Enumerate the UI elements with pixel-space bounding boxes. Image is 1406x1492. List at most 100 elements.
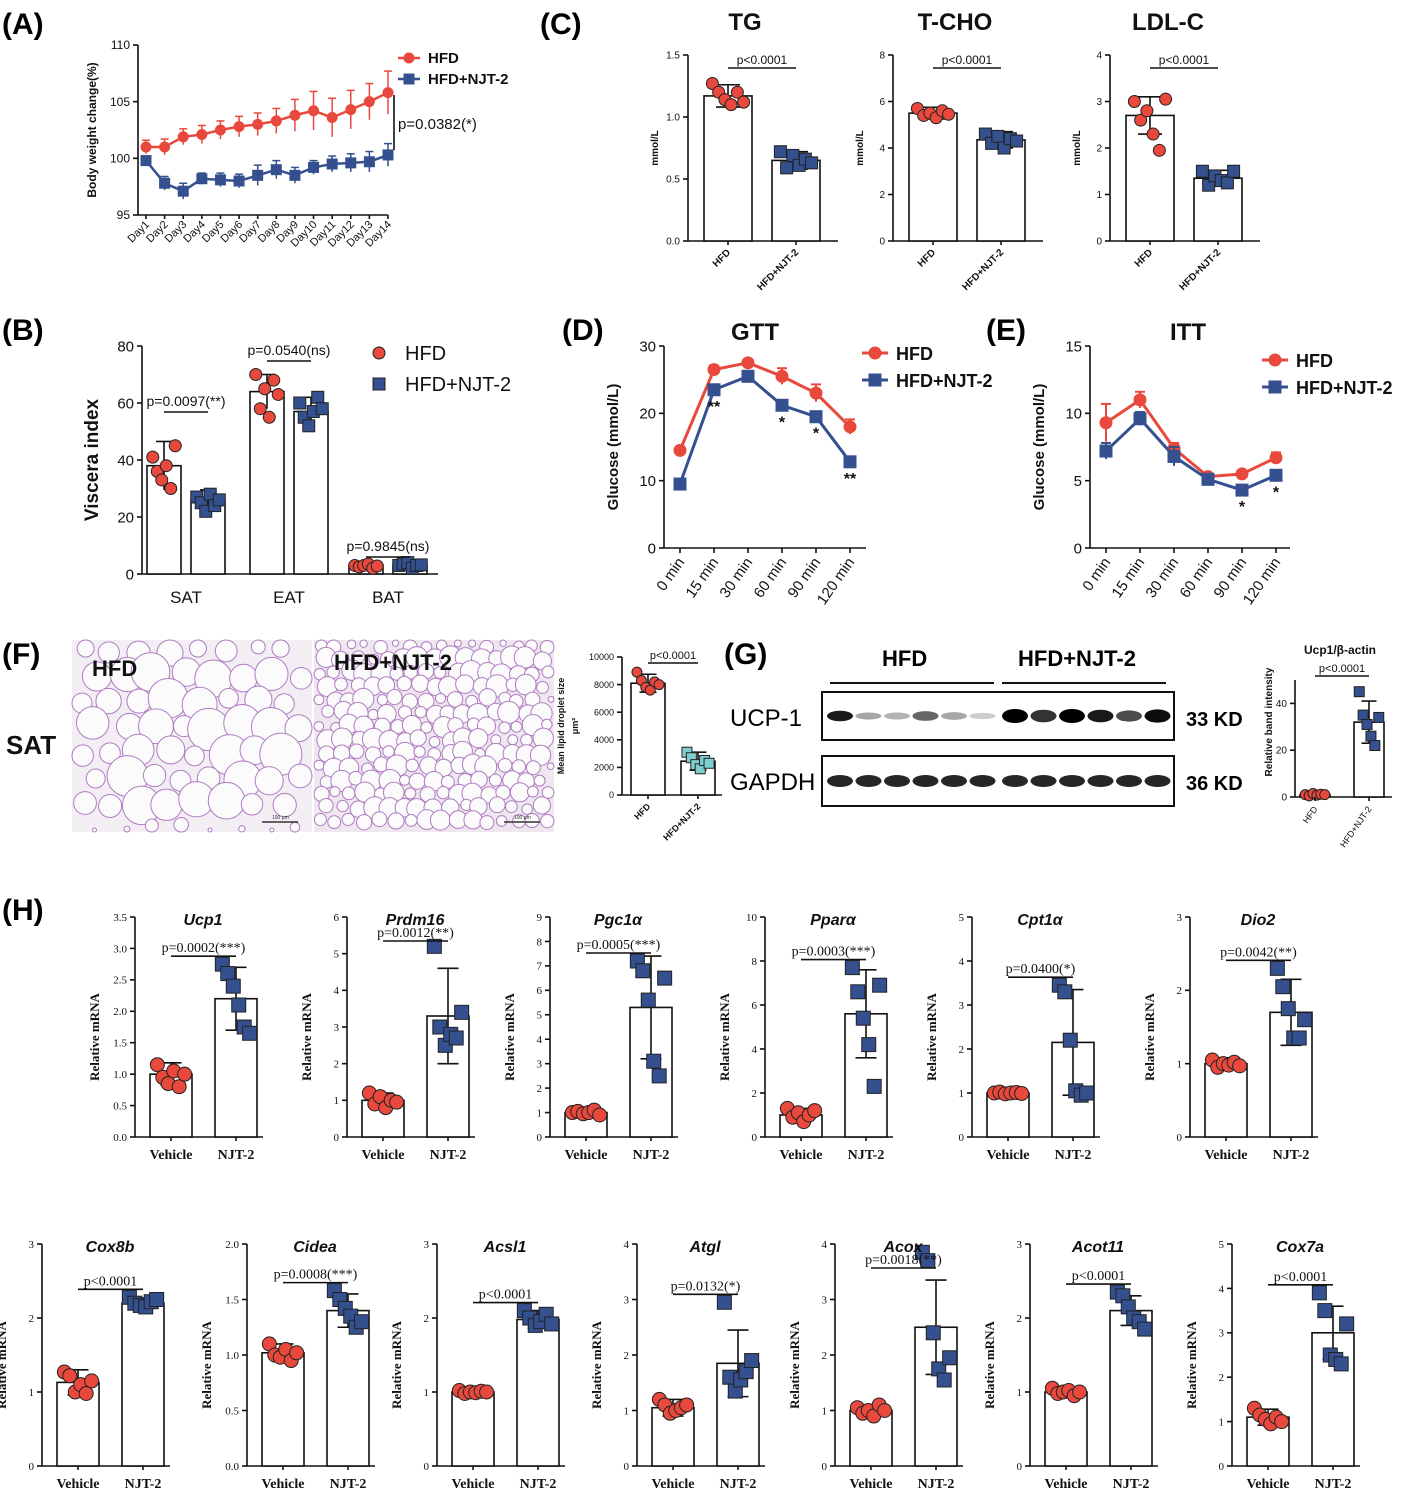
adipocyte-cells-hfd-24 [75,706,110,740]
adipocyte-cells-hfd-31 [284,714,313,743]
band-ucp1-9 [1087,709,1114,723]
band-ucp1-10 [1116,710,1142,722]
y-tick-label-e-0: 0 [1074,540,1082,557]
adipocyte-cells-hfd-4 [188,639,207,658]
x-tick-label-h10-0: Vehicle [849,1477,892,1492]
adipocyte-cells-njt-116 [428,735,441,748]
band-gapdh-3 [912,775,939,787]
legend-marker-b-0 [372,346,386,360]
chart-title-e: ITT [1170,319,1206,346]
p-value-h1: p=0.0012(**) [377,926,454,941]
data-point-h12-1-1 [1317,1303,1333,1319]
p-value-h2: p=0.0005(***) [577,938,661,953]
band-gapdh-8 [1059,775,1085,787]
adipocyte-cells-njt-199 [521,803,533,815]
p-value-a: p=0.0382(*) [398,116,477,133]
data-point-a-1-11 [345,157,357,169]
legend-label-a-0: HFD [428,50,459,67]
bar-h7-1 [326,1309,370,1467]
adipocyte-cells-njt-166 [488,773,502,787]
y-axis-label-c3: mmol/L [1072,130,1083,166]
scale-bar-label-2: 100 μm [514,815,531,821]
data-point-b-1-1-5 [315,402,329,416]
band-gapdh-5 [969,775,996,787]
y-tick-label-c2-1: 2 [879,190,885,201]
data-point-h11-0-5 [1072,1384,1088,1400]
adipocyte-cells-njt-145 [405,758,419,773]
y-tick-label-h9-3: 3 [624,1294,630,1306]
y-tick-label-h11-3: 3 [1017,1239,1023,1251]
adipocyte-cells-njt-171 [329,786,341,798]
chart-title-g: Ucp1/β-actin [1304,643,1376,657]
data-point-h4-1-2 [1062,1032,1078,1048]
y-tick-label-h0-3: 1.5 [113,1038,127,1050]
series-line-d-0 [678,361,852,451]
adipocyte-cells-hfd-60 [207,827,213,833]
adipocyte-cells-njt-160 [399,774,411,786]
adipocytes-njt2 [313,639,555,831]
adipocyte-cells-hfd-61 [238,825,246,833]
band-ucp1-5 [969,712,996,720]
adipocyte-cells-njt-212 [479,815,495,831]
y-axis-label-h12: Relative mRNA [1184,1321,1199,1409]
p-value-h12: p<0.0001 [1274,1270,1327,1285]
data-point-b-1-0-1 [253,402,267,416]
tissue-label-sat: SAT [6,730,56,760]
adipocyte-cells-njt-29 [513,646,537,669]
y-tick-label-c1-0: 0.0 [666,237,680,248]
y-tick-label-h4-1: 1 [959,1088,965,1100]
y-tick-label-h12-3: 3 [1219,1328,1225,1340]
data-point-a-1-13 [382,149,394,161]
adipocyte-cells-njt-67 [386,689,403,706]
bar-h8-1 [516,1318,560,1467]
x-tick-label-h10-1: NJT-2 [918,1477,955,1492]
band-ucp1-8 [1059,709,1085,723]
data-point-e-0-4 [1235,467,1249,481]
data-point-h1-1-5 [454,1004,470,1020]
legend-marker-e-1 [1268,380,1282,394]
data-point-g-1-0 [1353,686,1365,698]
bar-h11-0 [1044,1391,1088,1467]
y-axis-label-b: Viscera index [82,398,103,521]
adipocyte-cells-njt-216 [540,813,555,829]
legend-label-d-0: HFD [896,344,933,364]
p-value-h9: p=0.0132(*) [671,1279,741,1294]
adipocyte-cells-njt-130 [413,745,426,758]
x-tick-label-h7-0: Vehicle [261,1477,304,1492]
data-point-d-0-1 [707,363,721,377]
adipocyte-cells-njt-4 [373,639,388,655]
adipocyte-cells-njt-126 [348,743,365,760]
p-value-g: p<0.0001 [1319,663,1365,675]
y-tick-label-h8-0: 0 [424,1461,430,1473]
legend-marker-a-0 [403,52,415,64]
p-value-h0: p=0.0002(***) [162,941,246,956]
data-point-c3-1-4 [1220,176,1234,190]
x-tick-label-h4-1: NJT-2 [1055,1148,1092,1163]
adipocyte-cells-hfd-36 [184,745,205,767]
adipocyte-cells-njt-153 [525,760,541,776]
data-point-c3-0-0 [1127,95,1141,108]
gene-title-h2: Pgc1α [594,912,643,929]
data-point-b-1-1-2 [302,419,316,433]
y-tick-label-h11-2: 2 [1017,1313,1023,1325]
x-tick-label-b-1: EAT [273,588,305,607]
adipocyte-cells-hfd-46 [254,766,284,796]
data-point-c3-0-3 [1146,127,1160,141]
y-tick-label-h9-0: 0 [624,1461,630,1473]
micrograph-label-hfd-njt2: HFD+NJT-2 [334,650,452,675]
p-value-h6: p<0.0001 [84,1274,137,1289]
y-tick-label-h12-4: 4 [1219,1283,1225,1295]
y-axis-label-h7: Relative mRNA [199,1321,214,1409]
data-point-d-0-2 [741,356,755,370]
data-point-a-0-7 [270,115,282,127]
data-point-a-0-9 [308,105,320,117]
adipocyte-cells-njt-185 [541,786,555,799]
y-axis-label-h5: Relative mRNA [1142,993,1157,1081]
y-tick-label-e-1: 5 [1074,473,1082,490]
data-point-h3-1-5 [872,977,888,993]
adipocytes-hfd [71,639,313,833]
y-axis-label-h4: Relative mRNA [924,993,939,1081]
y-axis-label-h1: Relative mRNA [299,993,314,1081]
data-point-c1-1-1 [780,161,794,175]
data-point-h3-1-4 [866,1078,882,1094]
